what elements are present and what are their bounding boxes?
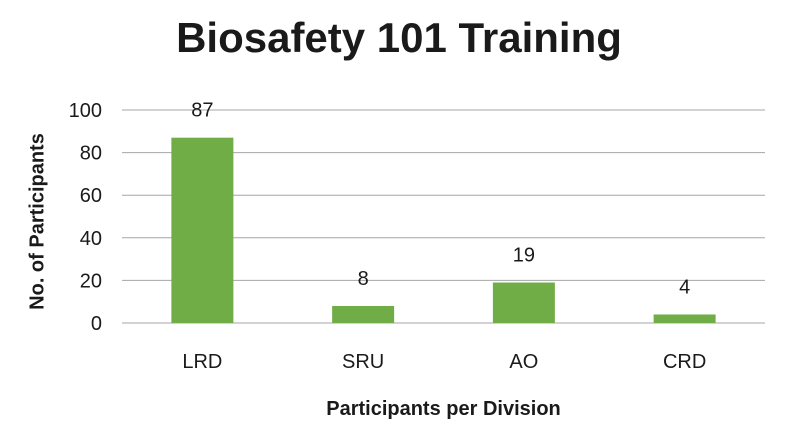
y-tick-label: 100 — [69, 100, 102, 122]
x-tick-label: AO — [509, 351, 538, 373]
x-tick-label: LRD — [182, 351, 222, 373]
data-label: 4 — [679, 276, 690, 298]
chart-title: Biosafety 101 Training — [176, 14, 622, 61]
bar-lrd — [171, 137, 234, 323]
data-label: 87 — [191, 100, 213, 122]
data-labels: 87 8 19 4 — [191, 100, 690, 299]
bar-sru — [332, 305, 395, 323]
y-tick-label: 20 — [80, 270, 102, 292]
y-tick-label: 80 — [80, 143, 102, 165]
data-label: 8 — [358, 268, 369, 290]
y-tick-label: 40 — [80, 228, 102, 250]
bar-crd — [653, 314, 716, 323]
y-axis-title: No. of Participants — [26, 133, 48, 310]
x-axis-title: Participants per Division — [326, 398, 561, 420]
y-tick-label: 0 — [91, 313, 102, 335]
bar-ao — [492, 282, 555, 323]
data-label: 19 — [513, 245, 535, 267]
bars — [171, 137, 716, 323]
y-axis-ticks: 0 20 40 60 80 100 — [69, 100, 102, 335]
x-tick-label: SRU — [342, 351, 384, 373]
x-axis-categories: LRD SRU AO CRD — [182, 351, 706, 373]
y-tick-label: 60 — [80, 185, 102, 207]
x-tick-label: CRD — [663, 351, 706, 373]
